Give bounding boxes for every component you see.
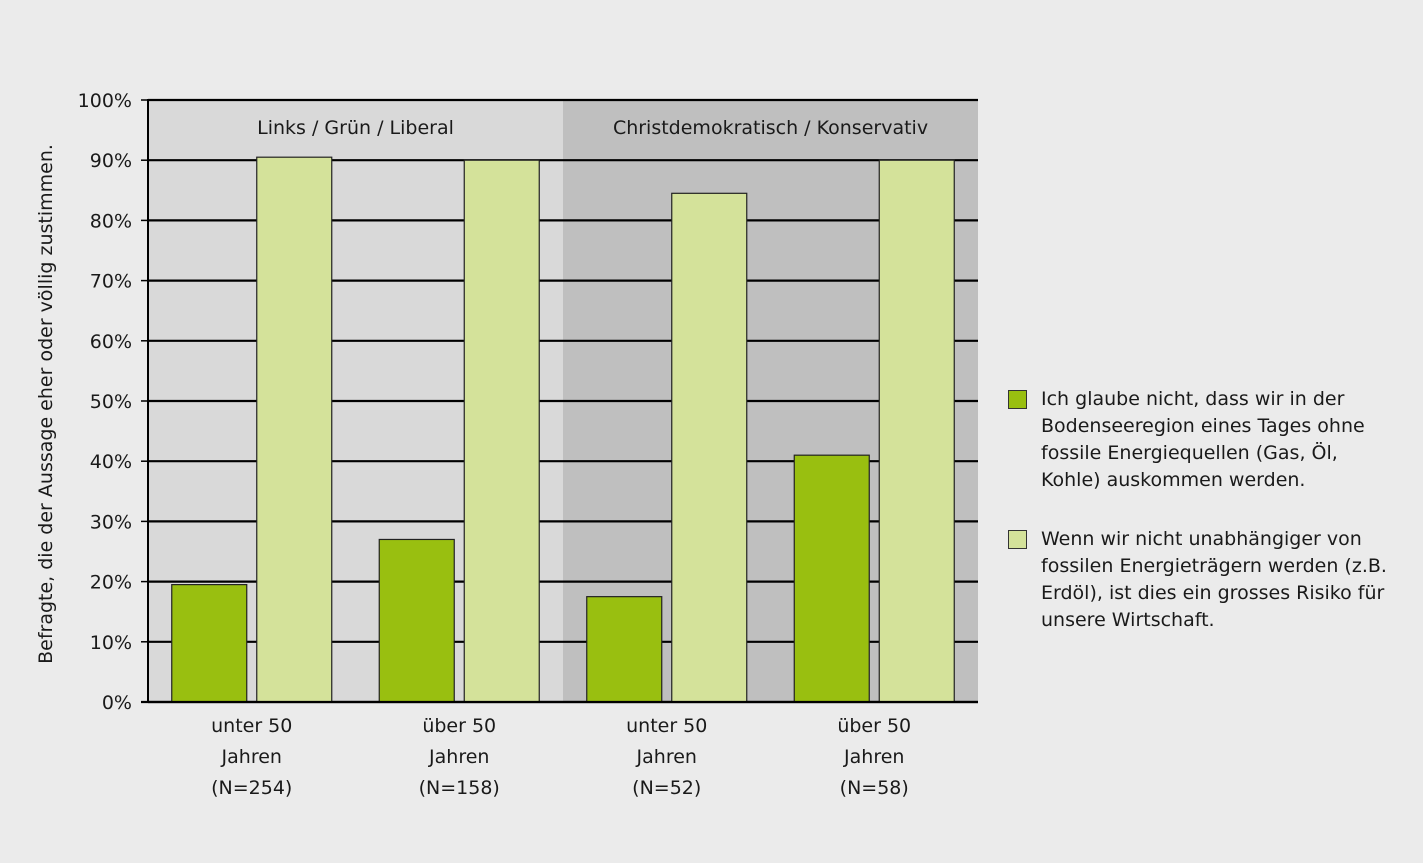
legend-label-series-2: Wenn wir nicht unabhängiger von fossilen… — [1041, 528, 1387, 631]
group-label-1: Links / Grün / Liberal — [257, 117, 454, 139]
bar-series1-category3 — [586, 596, 663, 703]
legend: Ich glaube nicht, dass wir in der Bodens… — [1008, 386, 1398, 666]
bar-series1-category1 — [171, 584, 248, 703]
y-tick-label-90: 90% — [90, 150, 132, 172]
bar-series2-category3 — [671, 192, 748, 703]
axes — [141, 99, 978, 704]
y-tick-label-60: 60% — [90, 331, 132, 353]
x-tick-label-1: unter 50 Jahren (N=254) — [211, 715, 292, 799]
group-label-2: Christdemokratisch / Konservativ — [613, 117, 928, 139]
x-tick-label-3: unter 50 Jahren (N=52) — [626, 715, 707, 799]
group-labels: Links / Grün / Liberal Christdemokratisch… — [257, 117, 928, 139]
x-tick-label-2: über 50 Jahren (N=158) — [419, 715, 500, 799]
y-tick-label-30: 30% — [90, 511, 132, 533]
bar-series2-category4 — [878, 159, 955, 703]
y-tick-label-100: 100% — [78, 90, 132, 112]
bar-series2-category1 — [256, 156, 333, 703]
y-tick-labels: 0% 10% 20% 30% 40% 50% 60% 70% 80% 90% 100% — [78, 90, 132, 714]
legend-item-series-2: Wenn wir nicht unabhängiger von fossilen… — [1008, 526, 1398, 634]
chart: Links / Grün / Liberal Christdemokratisch… — [35, 90, 978, 799]
legend-label-series-1: Ich glaube nicht, dass wir in der Bodens… — [1041, 388, 1365, 491]
y-tick-label-40: 40% — [90, 451, 132, 473]
y-tick-label-20: 20% — [90, 572, 132, 594]
legend-swatch-series-2 — [1008, 530, 1027, 549]
legend-item-series-1: Ich glaube nicht, dass wir in der Bodens… — [1008, 386, 1398, 494]
y-tick-label-70: 70% — [90, 271, 132, 293]
bars — [171, 156, 955, 703]
bar-series2-category2 — [463, 159, 540, 703]
y-tick-label-80: 80% — [90, 210, 132, 232]
y-axis-label: Befragte, die der Aussage eher oder völl… — [35, 144, 57, 664]
bar-series1-category2 — [378, 538, 455, 703]
y-tick-label-0: 0% — [102, 692, 132, 714]
x-tick-labels: unter 50 Jahren (N=254) über 50 Jahren (N=158… — [211, 715, 911, 799]
y-tick-label-10: 10% — [90, 632, 132, 654]
y-tick-label-50: 50% — [90, 391, 132, 413]
legend-swatch-series-1 — [1008, 390, 1027, 409]
bar-series1-category4 — [793, 454, 870, 703]
x-tick-label-4: über 50 Jahren (N=58) — [837, 715, 911, 799]
